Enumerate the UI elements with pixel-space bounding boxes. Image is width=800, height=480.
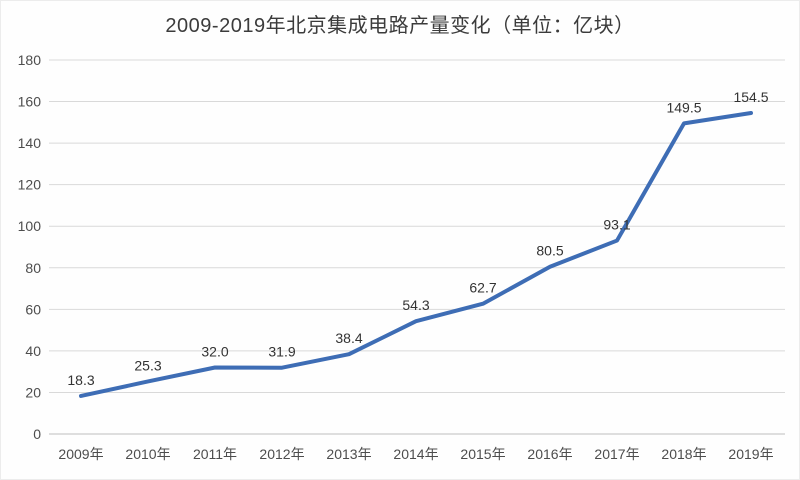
x-tick-label: 2011年 [193, 446, 237, 462]
data-labels: 18.3 25.3 32.0 31.9 38.4 54.3 62.7 80.5 93.1 149.… [67, 89, 768, 388]
data-label: 154.5 [733, 89, 768, 105]
data-label: 32.0 [201, 344, 228, 360]
y-tick-label: 60 [25, 301, 41, 317]
y-tick-label: 20 [25, 384, 41, 400]
data-label: 62.7 [469, 280, 496, 296]
data-series [79, 110, 753, 398]
data-label: 149.5 [666, 99, 701, 115]
y-tick-label: 140 [18, 135, 42, 151]
y-tick-label: 100 [18, 218, 42, 234]
y-tick-label: 120 [18, 177, 42, 193]
y-tick-label: 80 [25, 260, 41, 276]
y-tick-label: 40 [25, 343, 41, 359]
x-tick-label: 2012年 [259, 446, 304, 462]
y-tick-label: 180 [18, 52, 42, 68]
data-label: 93.1 [603, 217, 630, 233]
x-tick-label: 2015年 [460, 446, 505, 462]
data-label: 54.3 [402, 297, 429, 313]
y-tick-label: 160 [18, 94, 42, 110]
y-tick-label: 0 [33, 426, 41, 442]
x-tick-label: 2018年 [661, 446, 706, 462]
x-axis-tick-labels: 2009年 2010年 2011年 2012年 2013年 2014年 2015年 2016年… [58, 446, 773, 462]
x-tick-label: 2017年 [594, 446, 639, 462]
x-tick-label: 2009年 [58, 446, 103, 462]
x-tick-label: 2013年 [326, 446, 371, 462]
data-label: 25.3 [134, 357, 161, 373]
x-tick-label: 2010年 [125, 446, 170, 462]
x-tick-label: 2019年 [728, 446, 773, 462]
x-tick-label: 2016年 [527, 446, 572, 462]
data-label: 18.3 [67, 372, 94, 388]
data-line [79, 110, 753, 398]
chart-title: 2009-2019年北京集成电路产量变化（单位：亿块） [165, 15, 635, 37]
gridlines [49, 59, 785, 435]
y-axis-tick-labels: 0 20 40 60 80 100 120 140 160 180 [18, 52, 42, 442]
x-tick-label: 2014年 [393, 446, 438, 462]
data-label: 38.4 [335, 330, 362, 346]
data-label: 31.9 [268, 344, 295, 360]
data-label: 80.5 [536, 243, 563, 259]
